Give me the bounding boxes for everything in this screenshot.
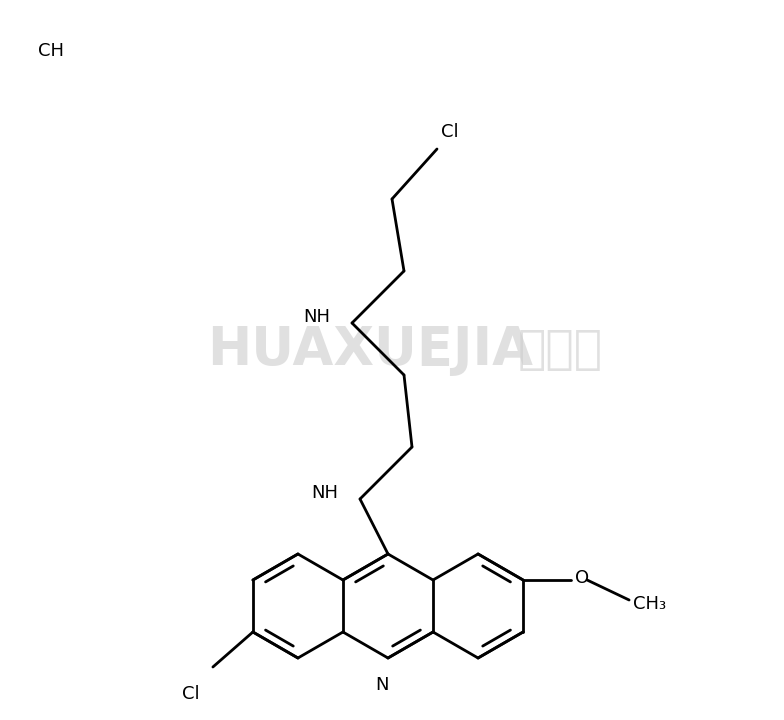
Text: 化学加: 化学加 [517,328,603,372]
Text: NH: NH [303,308,330,326]
Text: CH: CH [38,42,64,60]
Text: NH: NH [311,484,338,502]
Text: N: N [376,676,389,694]
Text: O: O [575,569,590,587]
Text: Cl: Cl [441,123,459,141]
Text: Cl: Cl [182,685,200,703]
Text: HUAXUEJIA: HUAXUEJIA [207,324,533,376]
Text: CH₃: CH₃ [633,595,666,613]
